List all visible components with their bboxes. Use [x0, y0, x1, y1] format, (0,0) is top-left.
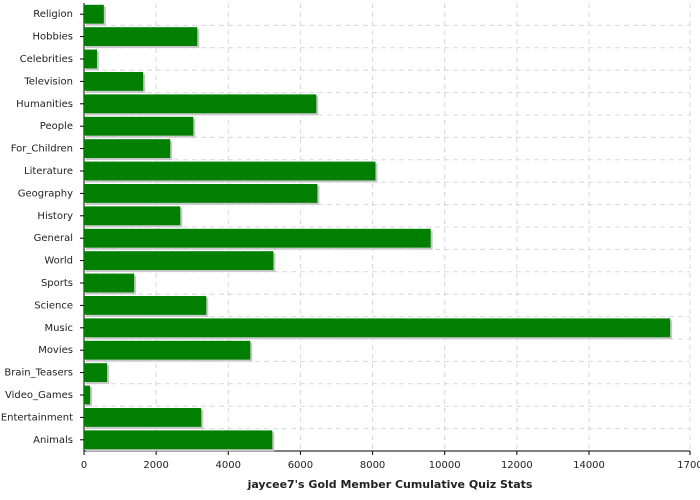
- bar: [84, 116, 194, 136]
- x-tick-label: 6000: [288, 460, 313, 471]
- chart-title: jaycee7's Gold Member Cumulative Quiz St…: [247, 478, 533, 491]
- bar: [84, 363, 108, 383]
- y-tick-label: Science: [34, 300, 73, 311]
- x-tick-label: 8000: [360, 460, 385, 471]
- x-tick-label: 0: [81, 460, 87, 471]
- bar: [84, 161, 376, 181]
- bar: [84, 251, 274, 271]
- y-tick-label: People: [40, 121, 73, 132]
- bar: [84, 318, 671, 338]
- y-tick-label: History: [37, 211, 73, 222]
- y-tick-label: Hobbies: [33, 32, 73, 43]
- bar: [84, 228, 431, 248]
- bar: [84, 139, 171, 159]
- y-tick-label: Humanities: [16, 99, 73, 110]
- y-tick-label: Music: [45, 323, 73, 334]
- bar: [84, 27, 198, 47]
- bar: [84, 94, 317, 114]
- x-tick-label: 14000: [573, 460, 605, 471]
- x-tick-label: 4000: [216, 460, 241, 471]
- y-tick-label: Celebrities: [20, 54, 73, 65]
- bar: [84, 71, 144, 91]
- x-tick-label: 10000: [429, 460, 461, 471]
- y-tick-label: Religion: [33, 9, 73, 20]
- x-tick-label: 1700: [677, 460, 700, 471]
- y-tick-label: Brain_Teasers: [4, 368, 73, 379]
- bar: [84, 4, 104, 24]
- y-tick-label: Literature: [24, 166, 73, 177]
- bar: [84, 340, 251, 360]
- x-tick-label: 2000: [143, 460, 168, 471]
- y-tick-label: For_Children: [11, 144, 73, 155]
- y-tick-label: Animals: [33, 435, 73, 446]
- bar: [84, 49, 97, 69]
- bar: [84, 295, 207, 315]
- x-tick-label: 12000: [501, 460, 533, 471]
- y-tick-label: Video_Games: [5, 390, 73, 401]
- bar: [84, 430, 273, 450]
- y-tick-label: Television: [23, 76, 73, 87]
- y-tick-label: World: [44, 256, 73, 267]
- bar: [84, 385, 91, 405]
- y-tick-label: Geography: [18, 188, 73, 199]
- y-tick-label: General: [34, 233, 73, 244]
- bar: [84, 273, 135, 293]
- bar: [84, 206, 181, 226]
- bar: [84, 407, 202, 427]
- y-tick-label: Sports: [41, 278, 73, 289]
- y-tick-label: Movies: [38, 345, 73, 356]
- bar: [84, 183, 318, 203]
- y-tick-label: Entertainment: [1, 412, 73, 423]
